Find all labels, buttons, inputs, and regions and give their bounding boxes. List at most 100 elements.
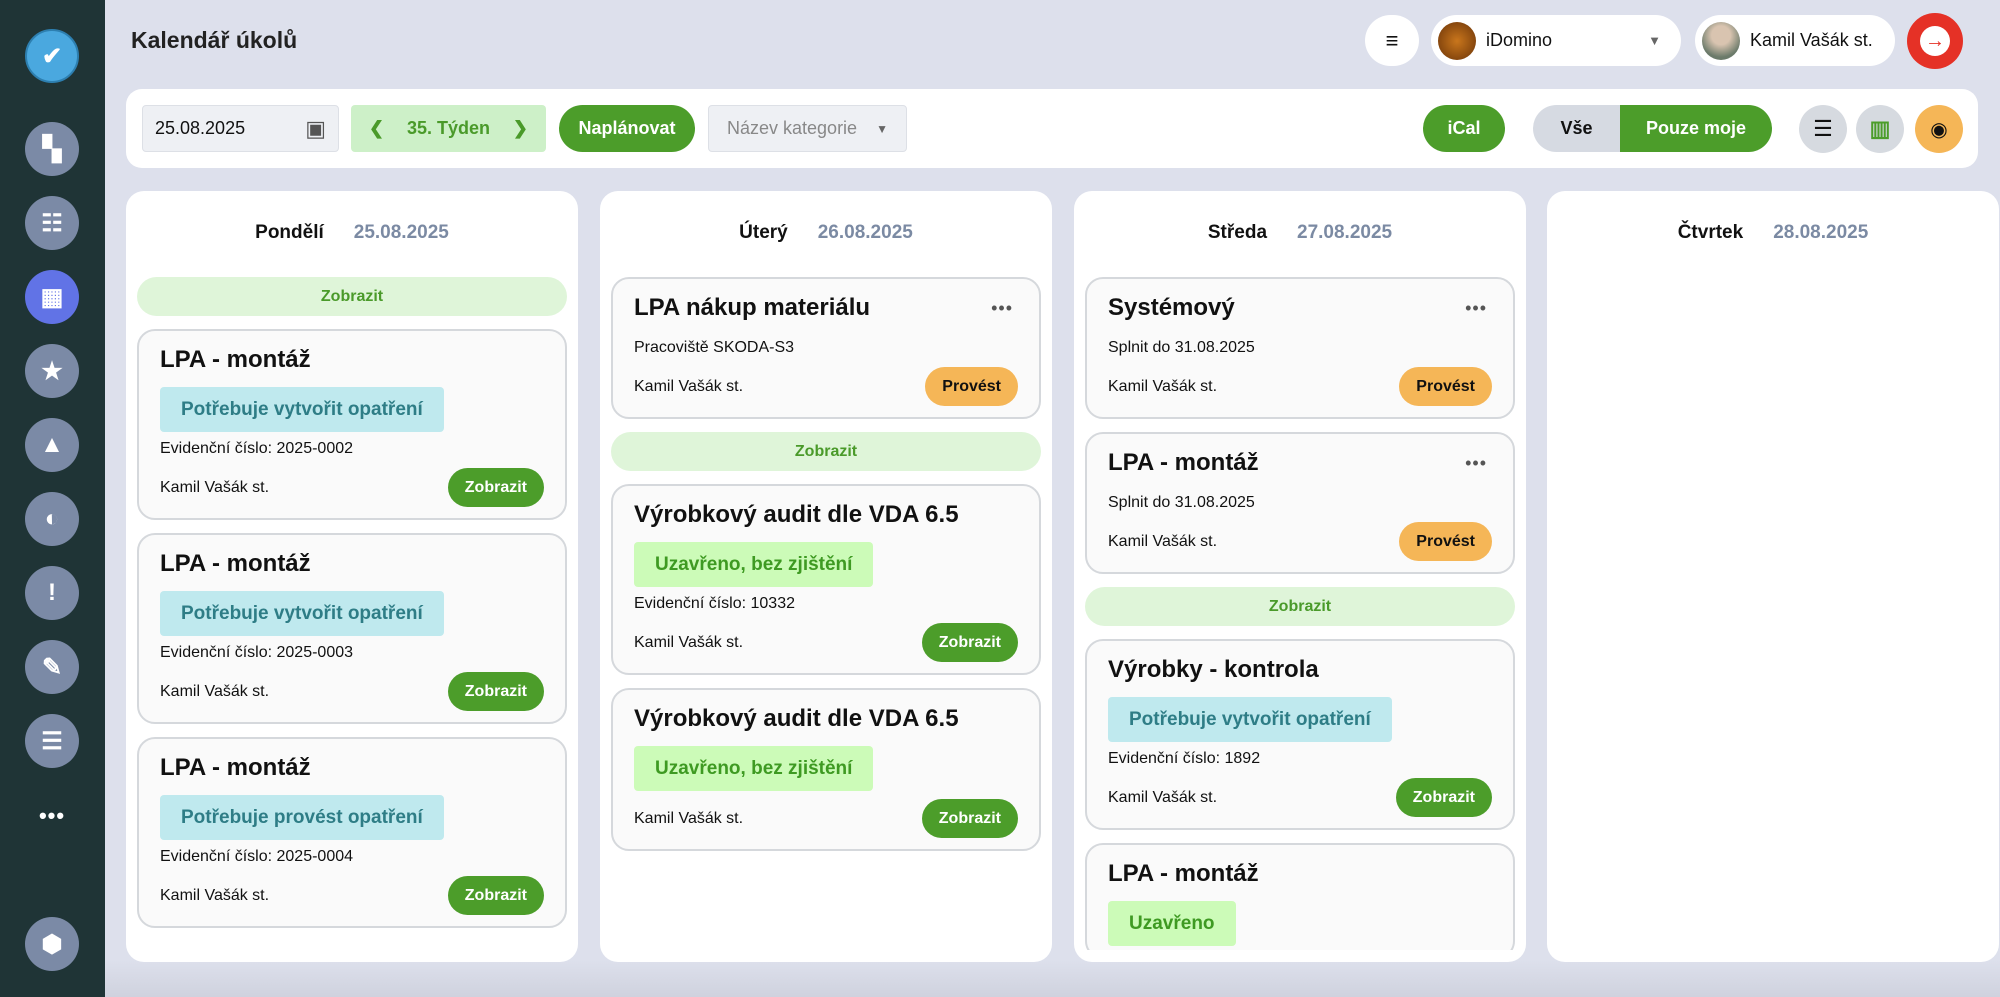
category-select[interactable]: Název kategorie ▼ bbox=[708, 105, 907, 152]
task-card[interactable]: Výrobky - kontrola Potřebuje vytvořit opa… bbox=[1085, 639, 1515, 830]
dashboard-icon[interactable]: ▚ bbox=[25, 122, 79, 176]
task-card-header: LPA nákup materiálu ••• bbox=[634, 293, 1018, 323]
checklist-icon[interactable]: ☷ bbox=[25, 196, 79, 250]
day-column: Čtvrtek 28.08.2025 bbox=[1547, 191, 1999, 962]
page-title: Kalendář úkolů bbox=[131, 27, 298, 53]
logout-icon: → bbox=[1920, 26, 1950, 56]
task-card[interactable]: LPA nákup materiálu ••• Pracoviště SKODA-S… bbox=[611, 277, 1041, 419]
day-date: 27.08.2025 bbox=[1297, 222, 1393, 243]
status-badge: Potřebuje vytvořit opatření bbox=[160, 387, 444, 432]
view-button[interactable]: Zobrazit bbox=[921, 623, 1018, 662]
calendar-icon[interactable]: ▦ bbox=[25, 270, 79, 324]
toggle-icon[interactable]: ◐ bbox=[25, 492, 79, 546]
day-header: Pondělí 25.08.2025 bbox=[126, 191, 578, 263]
view-button[interactable]: Zobrazit bbox=[1395, 778, 1492, 817]
task-card[interactable]: Systémový ••• Splnit do 31.08.2025 Kamil Va… bbox=[1085, 277, 1515, 419]
record-number: Evidenční číslo: 2025-0002 bbox=[160, 440, 354, 457]
user-avatar bbox=[1702, 21, 1740, 60]
filter-mine[interactable]: Pouze moje bbox=[1620, 105, 1772, 152]
day-header: Čtvrtek 28.08.2025 bbox=[1547, 191, 1999, 263]
task-card[interactable]: LPA - montáž Uzavřeno bbox=[1085, 843, 1515, 950]
view-button[interactable]: Zobrazit bbox=[921, 799, 1018, 838]
edit-document-icon[interactable]: ✎ bbox=[25, 640, 79, 694]
status-badge: Potřebuje vytvořit opatření bbox=[160, 591, 444, 636]
chevron-left-icon[interactable]: ❮ bbox=[369, 118, 385, 138]
more-icon[interactable]: ••• bbox=[38, 803, 66, 828]
day-header: Středa 27.08.2025 bbox=[1074, 191, 1526, 263]
day-header: Úterý 26.08.2025 bbox=[600, 191, 1052, 263]
execute-button[interactable]: Provést bbox=[1399, 367, 1492, 406]
day-date: 26.08.2025 bbox=[817, 222, 913, 243]
columns-icon: ▥ bbox=[1869, 116, 1891, 141]
day-name: Středa bbox=[1207, 222, 1268, 243]
show-more-button[interactable]: Zobrazit bbox=[611, 432, 1041, 471]
company-select[interactable]: iDomino ▼ bbox=[1431, 15, 1681, 66]
task-card[interactable]: Výrobkový audit dle VDA 6.5 Uzavřeno, bez… bbox=[611, 688, 1041, 851]
day-name: Pondělí bbox=[255, 222, 324, 243]
task-card-header: LPA - montáž bbox=[160, 753, 544, 783]
execute-button[interactable]: Provést bbox=[925, 367, 1018, 406]
user-menu[interactable]: Kamil Vašák st. bbox=[1695, 15, 1895, 66]
logout-button[interactable]: → bbox=[1907, 13, 1963, 69]
task-footer: Kamil Vašák st. Provést bbox=[1108, 367, 1492, 406]
record-number: Evidenční číslo: 10332 bbox=[634, 595, 795, 612]
assignee: Kamil Vašák st. bbox=[1108, 532, 1218, 550]
more-options-icon[interactable]: ••• bbox=[1465, 452, 1487, 473]
task-card-header: Systémový ••• bbox=[1108, 293, 1492, 323]
assignee: Kamil Vašák st. bbox=[160, 886, 270, 904]
assignee: Kamil Vašák st. bbox=[160, 478, 270, 496]
record-number: Evidenční číslo: 2025-0004 bbox=[160, 848, 354, 865]
execute-button[interactable]: Provést bbox=[1399, 522, 1492, 561]
list-icon: ☰ bbox=[1813, 116, 1833, 141]
ical-button[interactable]: iCal bbox=[1423, 105, 1505, 152]
calendar-picker-icon[interactable]: ▣ bbox=[305, 115, 326, 141]
plan-button[interactable]: Naplánovat bbox=[559, 105, 695, 152]
task-card-header: Výrobky - kontrola bbox=[1108, 655, 1492, 685]
task-card[interactable]: LPA - montáž Potřebuje vytvořit opatření E… bbox=[137, 329, 567, 520]
more-options-icon[interactable]: ••• bbox=[991, 297, 1013, 318]
task-footer: Kamil Vašák st. Zobrazit bbox=[160, 468, 544, 507]
task-card[interactable]: LPA - montáž Potřebuje provést opatření Ev… bbox=[137, 737, 567, 928]
record-number: Evidenční číslo: 2025-0003 bbox=[160, 644, 354, 661]
task-card-header: LPA - montáž bbox=[160, 549, 544, 579]
task-title: Výrobkový audit dle VDA 6.5 bbox=[634, 705, 959, 732]
list-view-button[interactable]: ☰ bbox=[1799, 105, 1847, 153]
task-card-header: Výrobkový audit dle VDA 6.5 bbox=[634, 500, 1018, 530]
chevron-right-icon[interactable]: ❯ bbox=[512, 118, 528, 138]
assignee: Kamil Vašák st. bbox=[634, 809, 744, 827]
warning-icon[interactable]: ▲ bbox=[25, 418, 79, 472]
sidebar: ✔ ▚ ☷ ▦ ★ ▲ ◐ ! ✎ ☰ ••• ⬢ bbox=[0, 0, 105, 997]
gantt-icon[interactable]: ☰ bbox=[25, 714, 79, 768]
company-name: iDomino bbox=[1486, 30, 1553, 50]
task-list bbox=[1558, 277, 1988, 950]
status-badge: Uzavřeno bbox=[1108, 901, 1236, 946]
settings-icon[interactable]: ⬢ bbox=[25, 917, 79, 971]
task-card[interactable]: LPA - montáž Potřebuje vytvořit opatření E… bbox=[137, 533, 567, 724]
star-icon[interactable]: ★ bbox=[25, 344, 79, 398]
show-more-button[interactable]: Zobrazit bbox=[137, 277, 567, 316]
visibility-button[interactable]: ◉ bbox=[1915, 105, 1963, 153]
task-title: Systémový bbox=[1108, 294, 1235, 321]
more-options-icon[interactable]: ••• bbox=[1465, 297, 1487, 318]
view-button[interactable]: Zobrazit bbox=[447, 672, 544, 711]
day-column: Středa 27.08.2025 Systémový ••• Splnit do 31… bbox=[1074, 191, 1526, 962]
date-value: 25.08.2025 bbox=[155, 118, 246, 138]
date-input[interactable]: 25.08.2025 ▣ bbox=[142, 105, 339, 152]
task-card-header: Výrobkový audit dle VDA 6.5 bbox=[634, 704, 1018, 734]
day-column: Pondělí 25.08.2025 Zobrazit LPA - montáž Pot… bbox=[126, 191, 578, 962]
task-title: LPA - montáž bbox=[160, 550, 311, 577]
column-view-button[interactable]: ▥ bbox=[1856, 105, 1904, 153]
assignee: Kamil Vašák st. bbox=[1108, 377, 1218, 395]
task-footer: Kamil Vašák st. Zobrazit bbox=[160, 876, 544, 915]
view-button[interactable]: Zobrazit bbox=[447, 876, 544, 915]
menu-button[interactable]: ≡ bbox=[1365, 15, 1419, 66]
task-footer: Kamil Vašák st. Zobrazit bbox=[160, 672, 544, 711]
task-card[interactable]: Výrobkový audit dle VDA 6.5 Uzavřeno, bez… bbox=[611, 484, 1041, 675]
check-logo-icon[interactable]: ✔ bbox=[25, 29, 79, 83]
assignee: Kamil Vašák st. bbox=[1108, 788, 1218, 806]
task-card[interactable]: LPA - montáž ••• Splnit do 31.08.2025 Kamil… bbox=[1085, 432, 1515, 574]
show-more-button[interactable]: Zobrazit bbox=[1085, 587, 1515, 626]
report-icon[interactable]: ! bbox=[25, 566, 79, 620]
filter-all[interactable]: Vše bbox=[1533, 105, 1620, 152]
view-button[interactable]: Zobrazit bbox=[447, 468, 544, 507]
